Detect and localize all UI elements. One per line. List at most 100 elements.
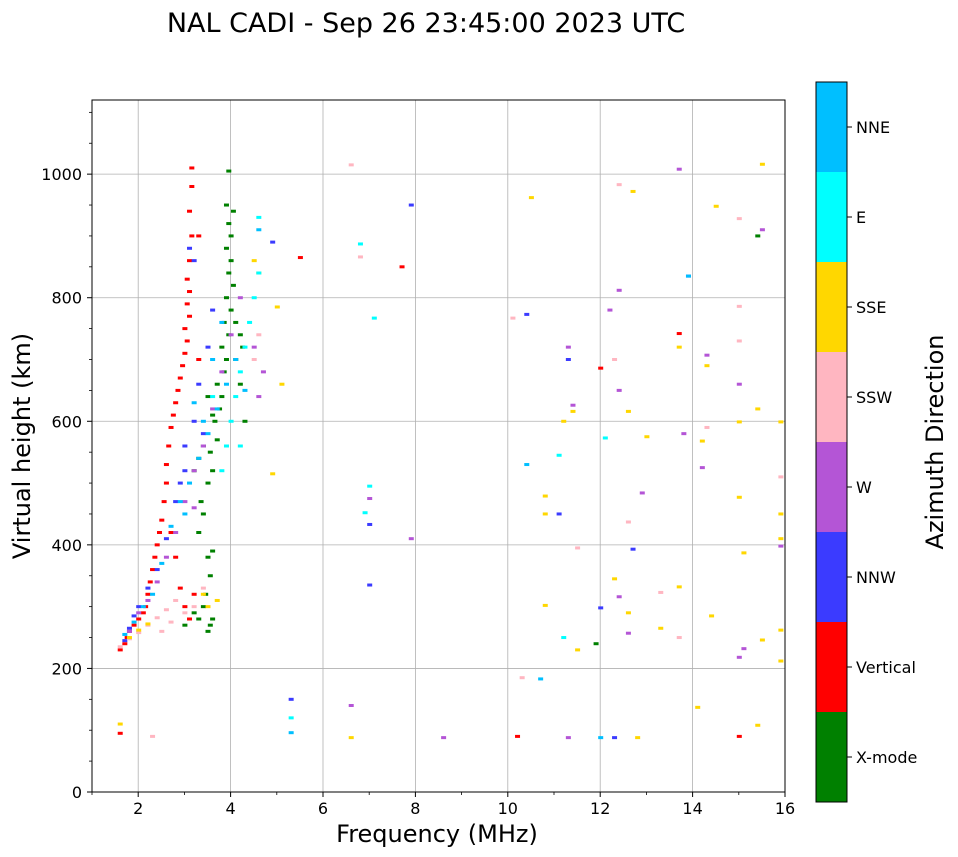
data-point	[228, 259, 234, 263]
data-point	[177, 376, 183, 380]
data-point	[168, 620, 174, 624]
data-point	[367, 522, 373, 526]
data-point	[196, 234, 202, 238]
data-point	[658, 626, 664, 630]
chart-title: NAL CADI - Sep 26 23:45:00 2023 UTC	[167, 8, 685, 39]
data-point	[399, 265, 405, 269]
series-w	[126, 167, 784, 740]
data-point	[210, 358, 216, 361]
data-point	[189, 234, 195, 238]
data-point	[117, 645, 123, 649]
data-point	[205, 395, 211, 399]
data-point	[230, 283, 236, 287]
x-axis-label: Frequency (MHz)	[336, 820, 538, 848]
data-point	[180, 364, 186, 368]
data-point	[184, 302, 190, 306]
data-point	[288, 716, 294, 720]
data-point	[182, 611, 188, 615]
data-point	[778, 628, 784, 632]
data-point	[219, 345, 225, 349]
data-point	[699, 439, 705, 443]
data-point	[140, 605, 146, 609]
data-point	[196, 617, 202, 621]
colorbar: X-mode Vertical NNW W SSW SSE E NNE	[815, 81, 917, 803]
data-point	[154, 616, 160, 620]
data-point	[616, 183, 622, 187]
data-point	[122, 639, 128, 643]
colorbar-segment	[816, 352, 847, 442]
data-point	[173, 598, 179, 602]
data-point	[214, 382, 220, 386]
data-point	[515, 734, 521, 738]
data-point	[635, 736, 641, 740]
grid	[92, 100, 786, 793]
data-point	[736, 339, 742, 343]
data-point	[196, 358, 202, 361]
series-e	[210, 215, 608, 720]
data-point	[187, 314, 193, 318]
data-point	[205, 605, 211, 609]
data-point	[279, 382, 285, 386]
data-point	[182, 327, 188, 331]
data-point	[575, 648, 581, 652]
data-point	[187, 209, 193, 213]
y-tick-label: 600	[51, 412, 82, 431]
data-point	[676, 167, 682, 171]
data-point	[630, 547, 636, 551]
data-point	[182, 512, 188, 516]
data-point	[214, 438, 220, 442]
data-point	[570, 409, 576, 413]
data-point	[200, 512, 206, 516]
data-point	[228, 234, 234, 238]
data-point	[639, 491, 645, 495]
data-point	[168, 425, 174, 429]
data-point	[182, 444, 188, 448]
data-point	[207, 623, 213, 627]
data-point	[233, 358, 239, 361]
y-tick-label: 800	[51, 289, 82, 308]
data-point	[198, 500, 204, 504]
y-tick-label: 0	[72, 783, 82, 802]
data-point	[159, 561, 165, 565]
data-point	[175, 388, 181, 392]
data-point	[237, 382, 243, 386]
data-point	[233, 395, 239, 399]
data-point	[348, 736, 354, 740]
data-point	[187, 617, 193, 621]
data-point	[156, 531, 162, 534]
plot-frame	[91, 99, 786, 793]
data-point	[247, 320, 253, 324]
data-point	[519, 676, 525, 680]
data-point	[205, 432, 211, 436]
data-point	[676, 585, 682, 589]
data-point	[556, 453, 562, 457]
data-point	[741, 647, 747, 651]
data-point	[736, 382, 742, 386]
data-point	[205, 345, 211, 349]
axis-ticks: 2 4 6 8 10 12 14 16 0 200 400 600 800 1000	[41, 111, 795, 818]
data-point	[676, 345, 682, 349]
data-point	[131, 623, 137, 627]
data-point	[510, 316, 516, 320]
data-point	[207, 574, 213, 578]
data-point	[191, 469, 197, 473]
data-point	[212, 419, 218, 423]
data-point	[200, 444, 206, 448]
data-point	[288, 731, 294, 735]
data-point	[210, 395, 216, 399]
data-point	[219, 370, 225, 374]
data-point	[122, 642, 128, 646]
data-point	[163, 555, 169, 559]
data-point	[145, 592, 151, 596]
colorbar-segment	[816, 82, 847, 172]
data-point	[612, 577, 618, 581]
data-point	[704, 364, 710, 368]
data-point	[256, 228, 262, 232]
y-axis-label: Virtual height (km)	[8, 333, 36, 559]
x-tick-label: 6	[318, 799, 328, 818]
data-point	[191, 506, 197, 510]
data-point	[251, 345, 257, 349]
data-point	[159, 518, 165, 522]
data-point	[695, 705, 701, 709]
data-point	[348, 163, 354, 167]
